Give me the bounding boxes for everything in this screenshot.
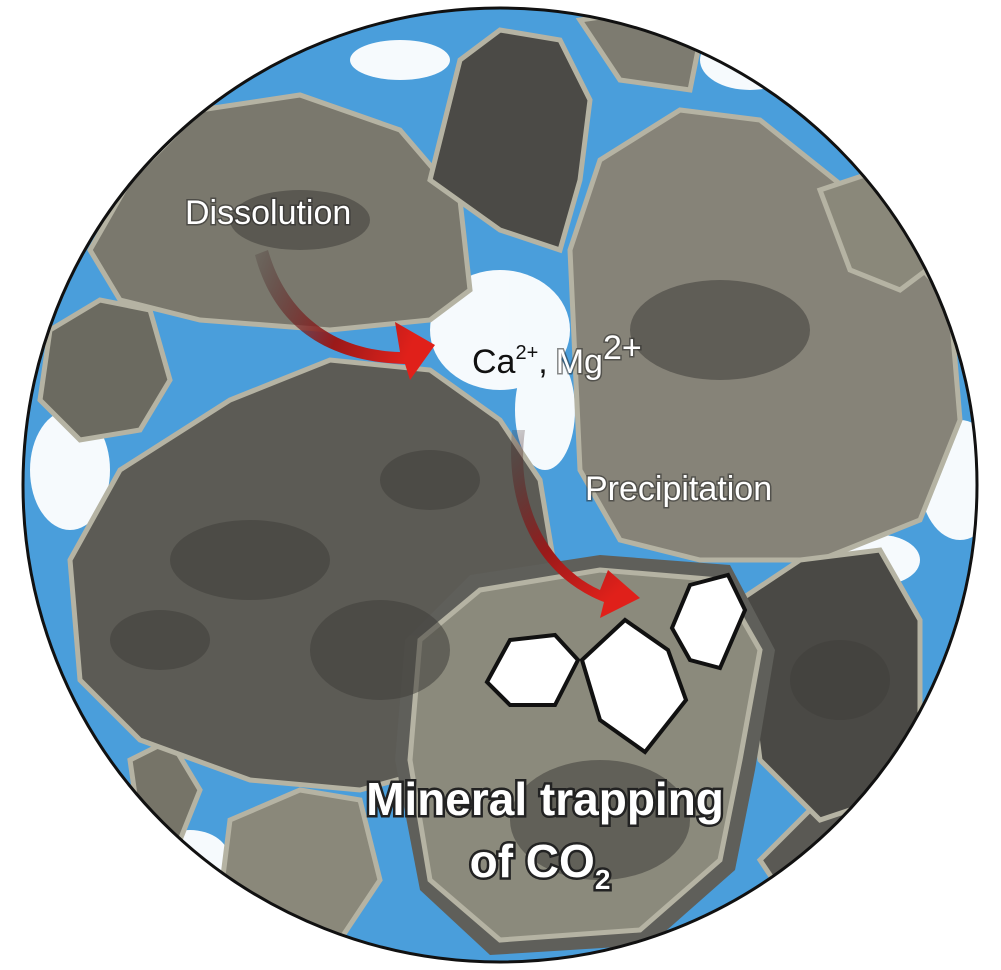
ion-symbol: Mg (556, 343, 603, 381)
ions-label: Ca2+, Mg2+ (472, 329, 642, 381)
mottling (110, 190, 890, 880)
crystals (484, 572, 748, 755)
ion-charge: 2+ (515, 342, 538, 364)
ion-symbol: Ca (472, 343, 516, 381)
trapping-subscript: 2 (595, 864, 611, 895)
ion-charge: 2+ (603, 329, 642, 367)
precipitation-label: Precipitation (585, 470, 772, 508)
dissolution-label: Dissolution (185, 194, 351, 232)
trapping-line1: Mineral trapping (366, 773, 724, 825)
trapping-line2: of CO2 (470, 835, 611, 895)
dissolution-arrow (255, 250, 435, 380)
view-border (21, 6, 979, 964)
ion-separator: , (538, 343, 547, 381)
trapping-text: of CO (470, 835, 595, 887)
precipitation-arrow (511, 430, 640, 618)
